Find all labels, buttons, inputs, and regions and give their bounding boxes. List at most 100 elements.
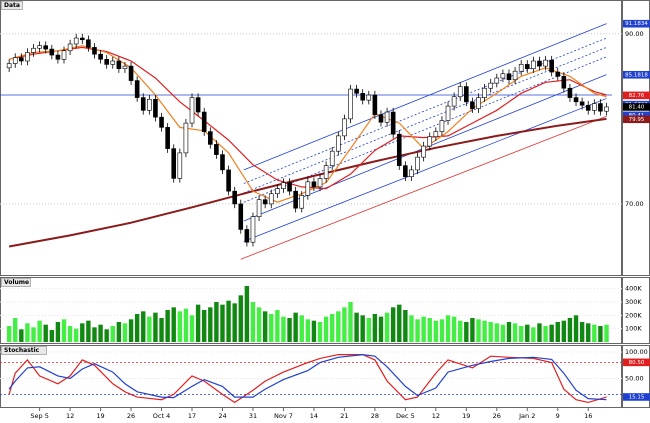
- candle-body: [378, 114, 384, 123]
- volume-bar: [147, 316, 152, 342]
- volume-bar: [244, 286, 250, 342]
- candle-body: [67, 43, 73, 52]
- volume-bar: [500, 324, 506, 342]
- volume-bar: [232, 303, 237, 342]
- candle-body: [147, 98, 152, 111]
- volume-bar: [13, 318, 18, 342]
- volume-bar: [19, 329, 24, 342]
- panel-title: Data: [4, 2, 20, 9]
- volume-bar: [262, 311, 268, 342]
- volume-bar: [323, 316, 329, 342]
- volume-bar: [195, 304, 201, 342]
- volume-bar: [390, 307, 396, 342]
- x-tick-label: 19: [462, 412, 470, 420]
- candle-body: [61, 50, 67, 60]
- candle-body: [598, 103, 603, 112]
- volume-bar: [281, 316, 286, 342]
- volume-bar: [98, 324, 103, 342]
- candle-body: [177, 152, 183, 179]
- value-marker-label: 82.76: [629, 93, 645, 99]
- series-line: [8, 353, 607, 401]
- candle-body: [98, 53, 103, 60]
- volume-bar: [86, 320, 91, 342]
- plot-area: [0, 286, 622, 342]
- candle-body: [73, 37, 79, 45]
- volume-bar: [37, 320, 42, 342]
- y-tick-label: 200K: [625, 311, 642, 319]
- candle-body: [238, 203, 244, 230]
- panel-frame: [0, 0, 622, 276]
- volume-bar: [31, 327, 36, 342]
- volume-bar: [189, 315, 195, 342]
- volume-bar: [128, 319, 134, 342]
- candle-body: [372, 94, 378, 115]
- trend-line: [240, 115, 607, 260]
- volume-bar: [427, 318, 432, 342]
- volume-bar: [537, 323, 542, 342]
- panel-title-box: [1, 1, 23, 10]
- volume-bar: [488, 322, 493, 342]
- x-tick-label: 26: [493, 412, 501, 420]
- candle-body: [512, 70, 518, 81]
- candle-body: [524, 64, 530, 69]
- candle-body: [421, 145, 426, 158]
- candle-body: [403, 165, 408, 178]
- volume-bar: [354, 312, 359, 342]
- value-marker: [623, 111, 650, 120]
- candle-body: [220, 154, 225, 171]
- volume-bar: [208, 307, 213, 342]
- volume-bar: [73, 328, 79, 342]
- y-tick-label: 50.00: [625, 375, 644, 383]
- volume-bar: [409, 315, 414, 342]
- volume-bar: [202, 310, 207, 342]
- candle-body: [195, 97, 201, 113]
- value-marker-label: 81.40: [629, 104, 645, 110]
- candle-body: [500, 73, 506, 79]
- x-tick-label: 16: [584, 412, 592, 420]
- volume-bar: [403, 310, 408, 342]
- volume-bar: [360, 315, 365, 342]
- candle-body: [342, 118, 347, 137]
- volume-bar: [458, 320, 463, 342]
- candle-body: [19, 57, 24, 62]
- value-marker-label: 80.50: [629, 360, 645, 366]
- y-tick-label: 100.00: [625, 348, 648, 356]
- candle-body: [427, 136, 433, 147]
- x-tick-label: 19: [96, 412, 104, 420]
- volume-bar: [482, 320, 487, 342]
- volume-bar: [451, 316, 457, 342]
- x-tick-label: 21: [340, 412, 348, 420]
- volume-bar: [549, 324, 554, 342]
- candle-body: [262, 199, 268, 205]
- candle-body: [244, 229, 250, 243]
- candle-body: [268, 193, 274, 205]
- candle-body: [494, 77, 500, 84]
- candle-body: [543, 59, 548, 67]
- candle-body: [433, 131, 439, 138]
- candle-body: [140, 97, 146, 111]
- volume-bar: [226, 300, 231, 342]
- y-tick-label: 90.00: [625, 30, 644, 38]
- candle-body: [585, 104, 591, 111]
- volume-bar: [305, 319, 311, 342]
- value-marker-label: 79.95: [629, 117, 645, 123]
- volume-bar: [299, 315, 304, 342]
- candle-body: [275, 188, 280, 195]
- volume-bar: [439, 319, 445, 342]
- candle-body: [336, 135, 341, 152]
- volume-bar: [269, 314, 274, 342]
- candle-body: [299, 195, 305, 209]
- volume-bar: [604, 324, 609, 342]
- candle-body: [79, 37, 85, 41]
- x-tick-label: 9: [556, 412, 560, 420]
- volume-bar: [598, 326, 603, 342]
- trend-line: [243, 98, 607, 242]
- series-line: [8, 354, 607, 404]
- volume-bar: [421, 316, 426, 342]
- axis-frame: [622, 277, 650, 344]
- volume-bar: [573, 315, 579, 342]
- candle-body: [116, 60, 122, 69]
- volume-bar: [415, 319, 420, 342]
- x-tick-label: 12: [66, 412, 74, 420]
- candle-body: [189, 97, 195, 124]
